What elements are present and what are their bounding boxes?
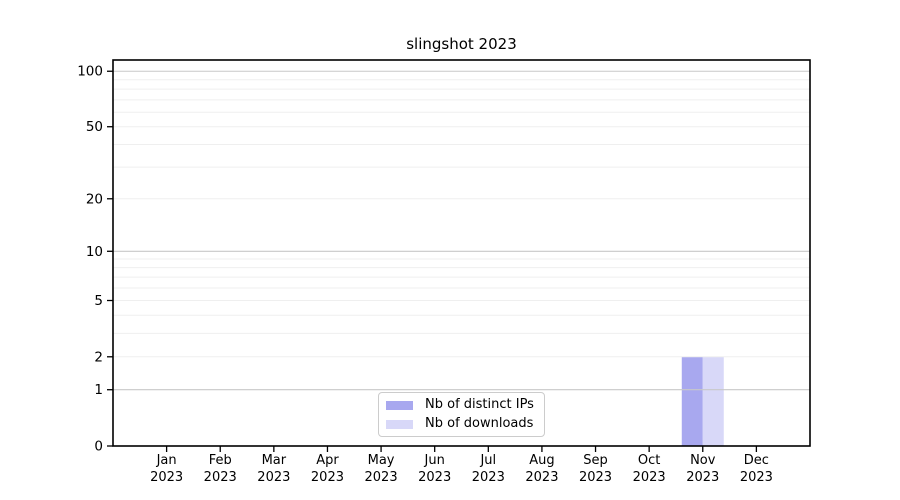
x-tick-label-year-oct: 2023 [633,470,666,485]
y-tick-label-5: 5 [94,293,103,309]
x-tick-label-month-jan: Jan [156,453,177,468]
y-tick-label-1: 1 [94,382,103,398]
x-tick-label-year-aug: 2023 [525,470,558,485]
x-tick-label-year-feb: 2023 [204,470,237,485]
legend-label-1: Nb of distinct IPs [425,397,534,412]
x-tick-label-month-mar: Mar [262,453,287,468]
bar-nov-series1 [681,356,703,446]
y-tick-label-2: 2 [94,349,103,365]
legend: Nb of distinct IPs Nb of downloads [378,392,545,437]
x-tick-label-year-dec: 2023 [740,470,773,485]
x-tick-label-year-jul: 2023 [472,470,505,485]
legend-swatch-1 [386,400,413,410]
y-tick-label-20: 20 [86,191,103,207]
x-tick-label-month-jul: Jul [479,453,496,468]
x-tick-label-year-jan: 2023 [150,470,183,485]
x-tick-label-month-dec: Dec [744,453,769,468]
x-tick-label-year-may: 2023 [365,470,398,485]
legend-item-1: Nb of distinct IPs [386,397,544,413]
legend-item-2: Nb of downloads [386,416,544,432]
x-tick-label-year-apr: 2023 [311,470,344,485]
y-tick-label-50: 50 [86,119,103,135]
plot-frame [112,59,811,447]
legend-swatch-2 [386,419,413,429]
x-tick-label-year-nov: 2023 [686,470,719,485]
x-tick-label-month-oct: Oct [638,453,660,468]
x-tick-label-month-nov: Nov [690,453,716,468]
chart-title: slingshot 2023 [406,35,517,53]
x-tick-label-year-mar: 2023 [257,470,290,485]
y-tick-label-100: 100 [77,64,103,80]
legend-label-2: Nb of downloads [425,416,534,431]
bar-nov-series2 [702,356,724,446]
x-tick-label-year-jun: 2023 [418,470,451,485]
x-tick-label-month-jun: Jun [424,453,445,468]
x-tick-label-month-feb: Feb [209,453,232,468]
x-tick-label-month-may: May [368,453,395,468]
y-tick-label-10: 10 [86,244,103,260]
x-tick-label-month-aug: Aug [529,453,554,468]
x-tick-label-year-sep: 2023 [579,470,612,485]
x-tick-label-month-apr: Apr [316,453,339,468]
y-tick-label-0: 0 [94,439,103,455]
x-tick-label-month-sep: Sep [583,453,608,468]
